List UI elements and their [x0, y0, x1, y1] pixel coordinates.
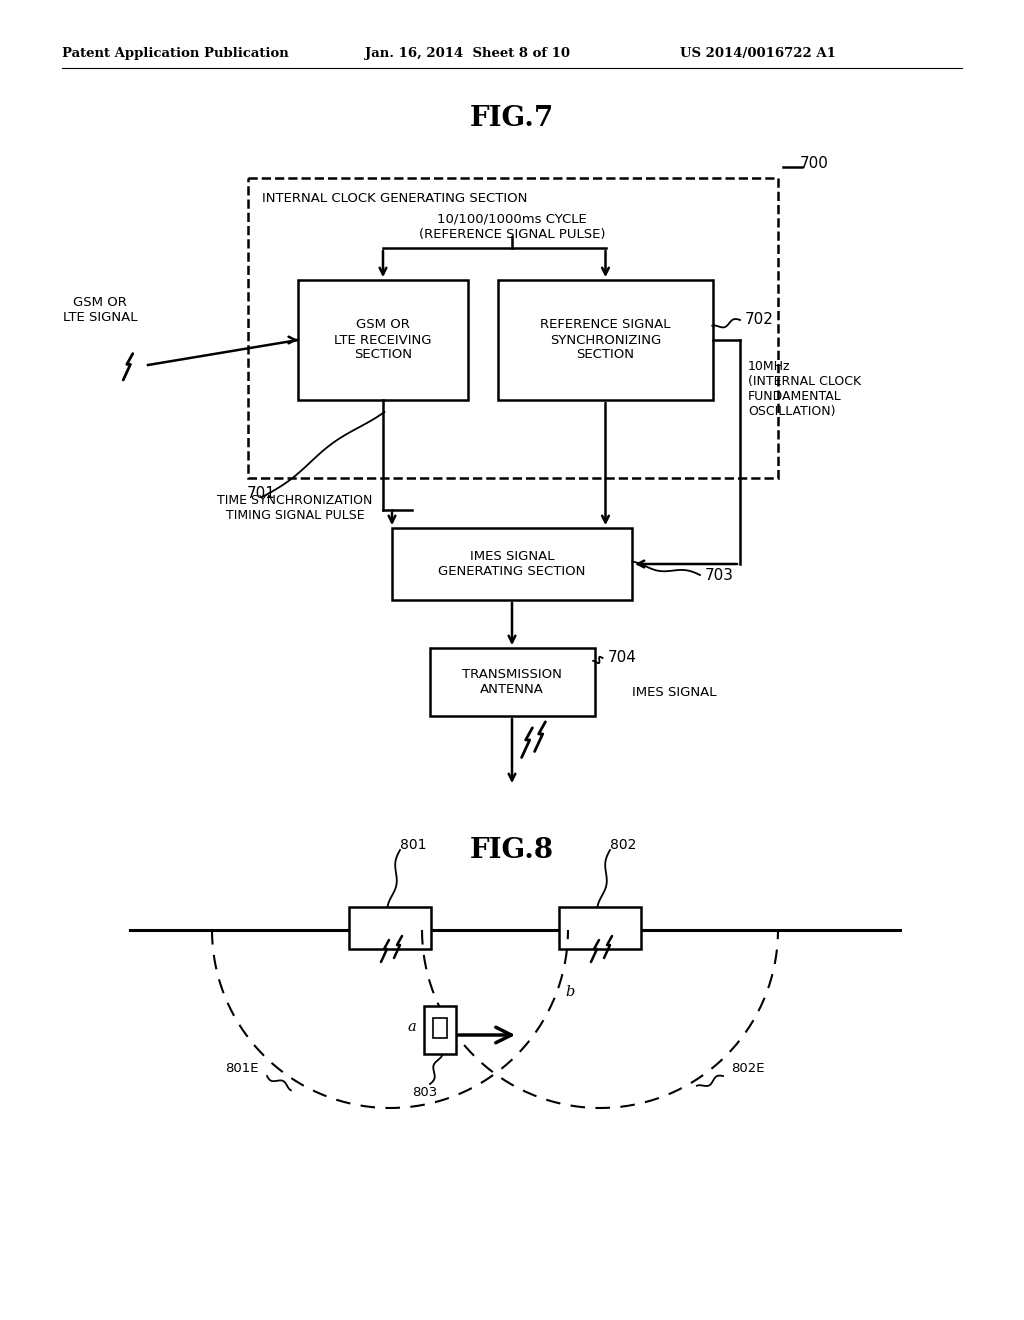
- Text: GSM OR
LTE RECEIVING
SECTION: GSM OR LTE RECEIVING SECTION: [334, 318, 432, 362]
- Text: 700: 700: [800, 156, 828, 170]
- Text: 10MHz
(INTERNAL CLOCK
FUNDAMENTAL
OSCILLATION): 10MHz (INTERNAL CLOCK FUNDAMENTAL OSCILL…: [748, 360, 861, 418]
- Bar: [498, 280, 713, 400]
- Bar: [433, 1018, 447, 1038]
- Text: 703: 703: [705, 568, 734, 582]
- Text: IMES SIGNAL: IMES SIGNAL: [633, 686, 717, 700]
- Bar: [429, 648, 595, 715]
- Text: 702: 702: [745, 313, 774, 327]
- Bar: [349, 907, 431, 949]
- Text: IMES SIGNAL
GENERATING SECTION: IMES SIGNAL GENERATING SECTION: [438, 550, 586, 578]
- Text: TIME SYNCHRONIZATION
TIMING SIGNAL PULSE: TIME SYNCHRONIZATION TIMING SIGNAL PULSE: [217, 494, 373, 521]
- Text: b: b: [565, 985, 574, 999]
- Text: 803: 803: [413, 1085, 437, 1098]
- Text: a: a: [408, 1020, 416, 1034]
- Text: 801: 801: [400, 838, 427, 851]
- Bar: [248, 178, 778, 478]
- Text: INTERNAL CLOCK GENERATING SECTION: INTERNAL CLOCK GENERATING SECTION: [262, 191, 527, 205]
- Text: 802E: 802E: [731, 1061, 765, 1074]
- Text: 701: 701: [247, 486, 275, 500]
- Bar: [392, 528, 632, 601]
- Text: 802: 802: [610, 838, 636, 851]
- Text: TRANSMISSION
ANTENNA: TRANSMISSION ANTENNA: [462, 668, 562, 696]
- Text: FIG.7: FIG.7: [470, 104, 554, 132]
- Text: Jan. 16, 2014  Sheet 8 of 10: Jan. 16, 2014 Sheet 8 of 10: [365, 48, 570, 61]
- Text: Patent Application Publication: Patent Application Publication: [62, 48, 289, 61]
- Bar: [424, 1006, 456, 1053]
- Text: 10/100/1000ms CYCLE
(REFERENCE SIGNAL PULSE): 10/100/1000ms CYCLE (REFERENCE SIGNAL PU…: [419, 213, 605, 242]
- Bar: [559, 907, 641, 949]
- Text: US 2014/0016722 A1: US 2014/0016722 A1: [680, 48, 836, 61]
- Text: REFERENCE SIGNAL
SYNCHRONIZING
SECTION: REFERENCE SIGNAL SYNCHRONIZING SECTION: [541, 318, 671, 362]
- Bar: [298, 280, 468, 400]
- Text: 801E: 801E: [225, 1061, 259, 1074]
- Text: FIG.8: FIG.8: [470, 837, 554, 863]
- Text: GSM OR
LTE SIGNAL: GSM OR LTE SIGNAL: [62, 296, 137, 323]
- Text: 704: 704: [607, 651, 636, 665]
